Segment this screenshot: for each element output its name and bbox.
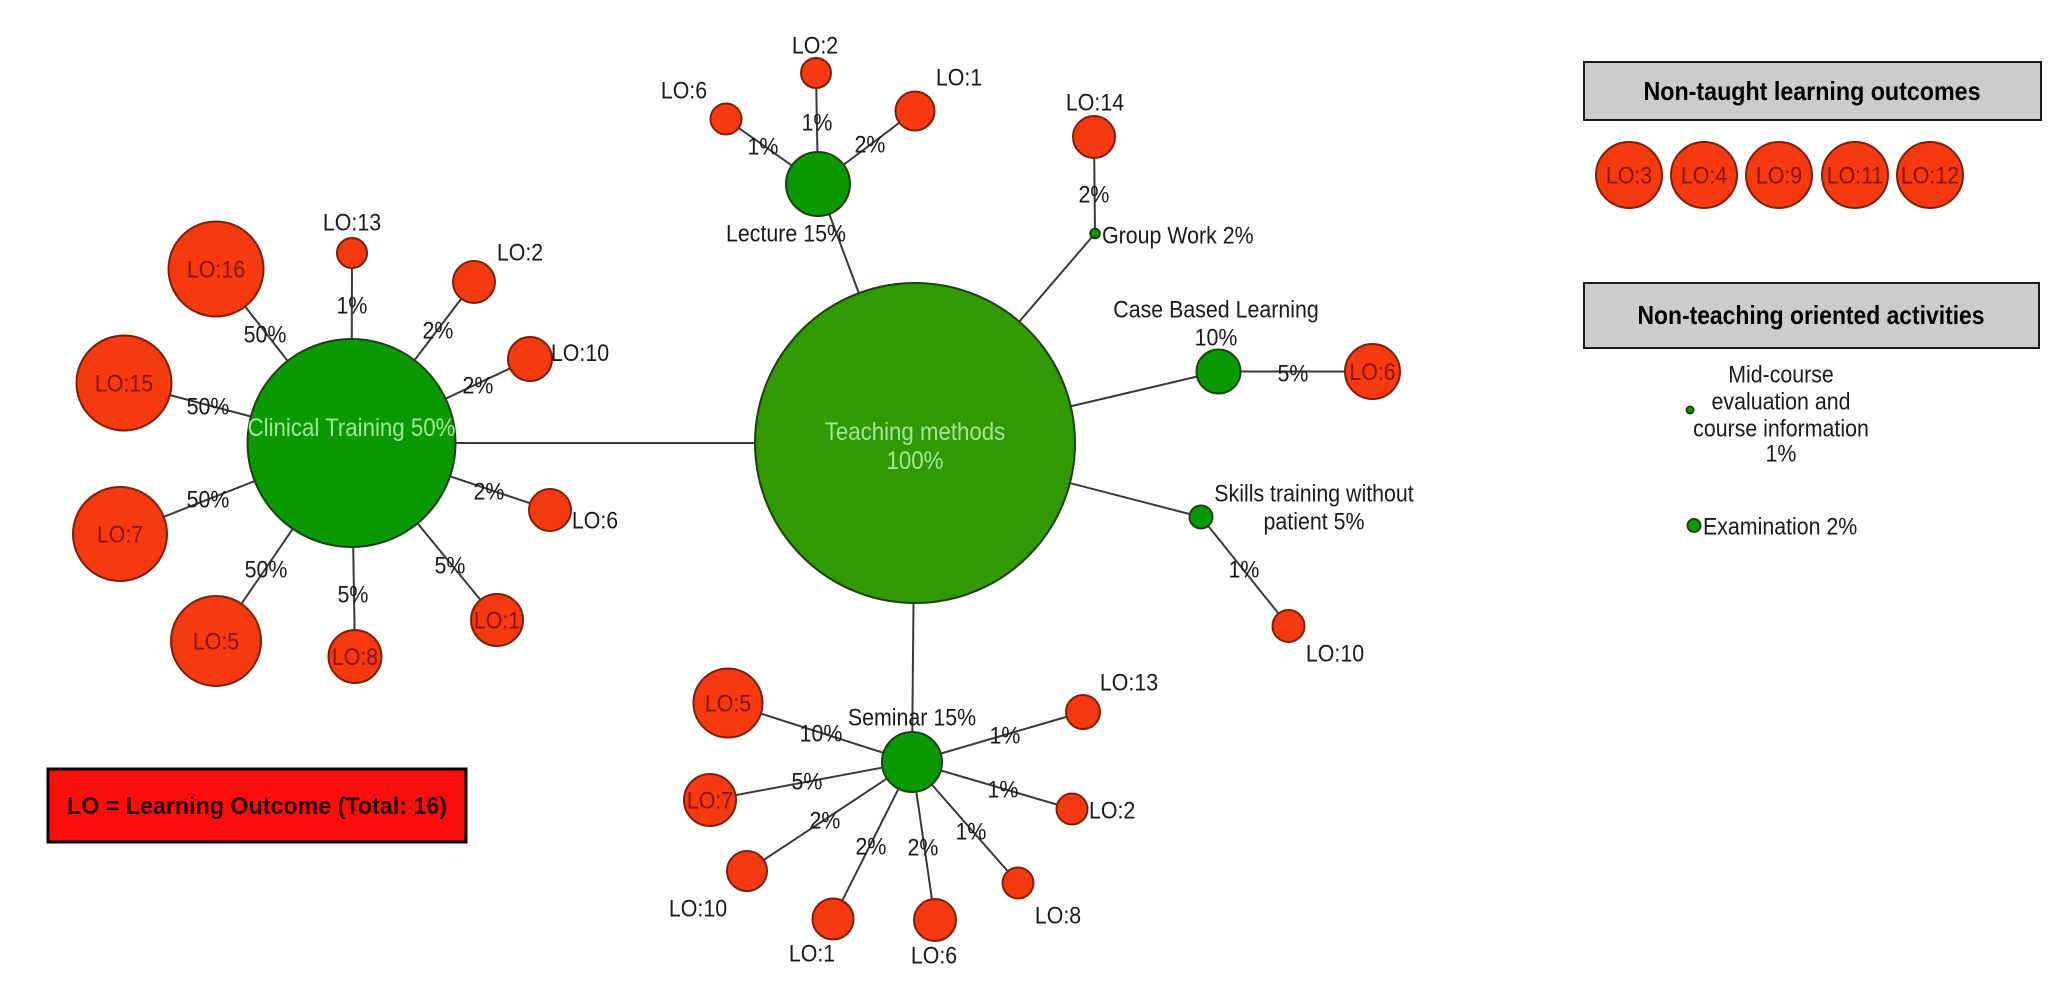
svg-text:LO:11: LO:11: [1827, 163, 1884, 190]
svg-text:Case Based Learning: Case Based Learning: [1113, 297, 1318, 324]
svg-text:LO:7: LO:7: [687, 788, 733, 815]
svg-text:5%: 5%: [435, 553, 466, 580]
svg-text:patient 5%: patient 5%: [1264, 509, 1365, 536]
svg-text:5%: 5%: [1278, 361, 1309, 388]
svg-text:LO:1: LO:1: [474, 608, 520, 635]
svg-text:LO:15: LO:15: [95, 371, 153, 398]
svg-text:1%: 1%: [990, 723, 1021, 750]
svg-text:1%: 1%: [802, 110, 833, 137]
svg-text:2%: 2%: [810, 808, 841, 835]
svg-text:2%: 2%: [855, 132, 886, 159]
svg-text:Non-teaching oriented activiti: Non-teaching oriented activities: [1638, 300, 1985, 330]
svg-text:2%: 2%: [423, 318, 454, 345]
svg-text:Group Work 2%: Group Work 2%: [1102, 223, 1254, 250]
svg-text:2%: 2%: [1079, 182, 1110, 209]
svg-text:Clinical Training 50%: Clinical Training 50%: [248, 414, 456, 442]
svg-text:LO:3: LO:3: [1606, 163, 1652, 190]
svg-text:LO:12: LO:12: [1901, 163, 1959, 190]
svg-text:LO:7: LO:7: [97, 522, 143, 549]
svg-text:Lecture 15%: Lecture 15%: [726, 221, 846, 248]
svg-text:2%: 2%: [463, 373, 494, 400]
svg-text:1%: 1%: [988, 777, 1019, 804]
svg-text:LO:13: LO:13: [323, 210, 381, 237]
svg-text:Examination 2%: Examination 2%: [1703, 514, 1857, 541]
svg-text:Non-taught learning outcomes: Non-taught learning outcomes: [1644, 76, 1981, 106]
svg-text:LO:16: LO:16: [187, 257, 245, 284]
svg-text:LO:4: LO:4: [1681, 163, 1727, 190]
svg-text:LO:1: LO:1: [936, 65, 982, 92]
svg-text:2%: 2%: [856, 834, 887, 861]
svg-text:LO:2: LO:2: [1089, 798, 1135, 825]
svg-text:100%: 100%: [887, 447, 944, 475]
svg-text:LO:8: LO:8: [332, 644, 378, 671]
svg-text:evaluation and: evaluation and: [1712, 389, 1851, 416]
svg-text:1%: 1%: [748, 134, 779, 161]
svg-text:10%: 10%: [1195, 325, 1238, 352]
svg-text:LO:6: LO:6: [911, 943, 957, 970]
svg-text:Teaching methods: Teaching methods: [825, 418, 1006, 446]
svg-text:LO:10: LO:10: [669, 896, 727, 923]
svg-text:50%: 50%: [245, 557, 288, 584]
svg-text:LO:6: LO:6: [1349, 359, 1395, 386]
svg-text:LO:2: LO:2: [497, 240, 543, 267]
svg-text:5%: 5%: [338, 582, 369, 609]
svg-text:LO:1: LO:1: [789, 941, 835, 968]
svg-text:LO:10: LO:10: [551, 340, 609, 367]
svg-text:LO:5: LO:5: [193, 629, 239, 656]
svg-text:2%: 2%: [908, 835, 939, 862]
svg-text:1%: 1%: [956, 819, 987, 846]
svg-text:LO:6: LO:6: [661, 78, 707, 105]
svg-text:10%: 10%: [800, 721, 843, 748]
svg-text:1%: 1%: [1229, 557, 1260, 584]
svg-text:LO:2: LO:2: [792, 33, 838, 60]
svg-text:5%: 5%: [792, 769, 823, 796]
svg-text:1%: 1%: [337, 293, 368, 320]
svg-text:50%: 50%: [187, 487, 230, 514]
svg-text:LO:10: LO:10: [1306, 641, 1364, 668]
svg-text:LO:13: LO:13: [1100, 670, 1158, 697]
svg-text:course information: course information: [1693, 416, 1869, 443]
svg-text:LO:8: LO:8: [1035, 903, 1081, 930]
svg-text:LO:9: LO:9: [1756, 163, 1802, 190]
svg-text:Seminar 15%: Seminar 15%: [848, 705, 976, 732]
svg-text:Skills training without: Skills training without: [1214, 481, 1414, 508]
svg-text:LO:6: LO:6: [572, 508, 618, 535]
svg-text:50%: 50%: [244, 322, 287, 349]
svg-text:LO = Learning Outcome (Total:: LO = Learning Outcome (Total: 16): [67, 793, 447, 820]
svg-text:1%: 1%: [1766, 441, 1797, 468]
svg-text:Mid-course: Mid-course: [1728, 362, 1834, 389]
svg-text:2%: 2%: [474, 479, 505, 506]
svg-text:LO:5: LO:5: [705, 691, 751, 718]
svg-text:LO:14: LO:14: [1066, 90, 1124, 117]
svg-text:50%: 50%: [187, 394, 230, 421]
